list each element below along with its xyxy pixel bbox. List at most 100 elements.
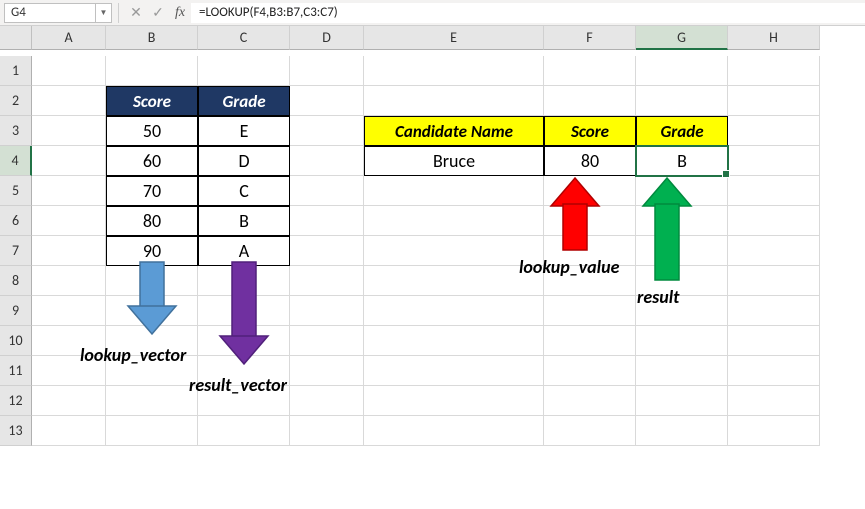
row-head-10[interactable]: 10 bbox=[0, 326, 32, 356]
cell-C12[interactable] bbox=[198, 386, 290, 416]
cell-C11[interactable] bbox=[198, 356, 290, 386]
cell-F8[interactable] bbox=[544, 266, 636, 296]
cell-E4[interactable]: Bruce bbox=[364, 146, 544, 176]
cell-F2[interactable] bbox=[544, 86, 636, 116]
row-head-5[interactable]: 5 bbox=[0, 176, 32, 206]
formula-input[interactable]: =LOOKUP(F4,B3:B7,C3:C7) bbox=[191, 3, 865, 23]
cell-E9[interactable] bbox=[364, 296, 544, 326]
row-head-8[interactable]: 8 bbox=[0, 266, 32, 296]
cell-B8[interactable] bbox=[106, 266, 198, 296]
row-head-13[interactable]: 13 bbox=[0, 416, 32, 446]
cell-E1[interactable] bbox=[364, 56, 544, 86]
cell-H6[interactable] bbox=[728, 206, 820, 236]
cell-G9[interactable] bbox=[636, 296, 728, 326]
cell-A3[interactable] bbox=[32, 116, 106, 146]
col-head-E[interactable]: E bbox=[364, 26, 544, 50]
cell-H2[interactable] bbox=[728, 86, 820, 116]
cell-E8[interactable] bbox=[364, 266, 544, 296]
cell-F10[interactable] bbox=[544, 326, 636, 356]
row-head-1[interactable]: 1 bbox=[0, 56, 32, 86]
cell-G13[interactable] bbox=[636, 416, 728, 446]
cell-A5[interactable] bbox=[32, 176, 106, 206]
cell-H11[interactable] bbox=[728, 356, 820, 386]
cell-A13[interactable] bbox=[32, 416, 106, 446]
row-head-6[interactable]: 6 bbox=[0, 206, 32, 236]
col-head-D[interactable]: D bbox=[290, 26, 364, 50]
cell-E13[interactable] bbox=[364, 416, 544, 446]
name-box-dropdown[interactable]: ▼ bbox=[96, 3, 112, 23]
cell-D4[interactable] bbox=[290, 146, 364, 176]
cell-G8[interactable] bbox=[636, 266, 728, 296]
cell-F9[interactable] bbox=[544, 296, 636, 326]
cell-D2[interactable] bbox=[290, 86, 364, 116]
cell-C1[interactable] bbox=[198, 56, 290, 86]
cell-D1[interactable] bbox=[290, 56, 364, 86]
cell-F7[interactable] bbox=[544, 236, 636, 266]
cell-A12[interactable] bbox=[32, 386, 106, 416]
cell-A2[interactable] bbox=[32, 86, 106, 116]
cell-C4[interactable]: D bbox=[198, 146, 290, 176]
cell-H8[interactable] bbox=[728, 266, 820, 296]
col-head-C[interactable]: C bbox=[198, 26, 290, 50]
cell-A4[interactable] bbox=[32, 146, 106, 176]
cell-F13[interactable] bbox=[544, 416, 636, 446]
cell-D12[interactable] bbox=[290, 386, 364, 416]
cell-D6[interactable] bbox=[290, 206, 364, 236]
cell-B13[interactable] bbox=[106, 416, 198, 446]
row-head-3[interactable]: 3 bbox=[0, 116, 32, 146]
cell-G7[interactable] bbox=[636, 236, 728, 266]
col-head-H[interactable]: H bbox=[728, 26, 820, 50]
cell-E12[interactable] bbox=[364, 386, 544, 416]
cell-G11[interactable] bbox=[636, 356, 728, 386]
cell-A8[interactable] bbox=[32, 266, 106, 296]
cell-C2[interactable]: Grade bbox=[198, 86, 290, 116]
cell-B1[interactable] bbox=[106, 56, 198, 86]
cell-F4[interactable]: 80 bbox=[544, 146, 636, 176]
cell-F6[interactable] bbox=[544, 206, 636, 236]
cell-G1[interactable] bbox=[636, 56, 728, 86]
cell-F12[interactable] bbox=[544, 386, 636, 416]
cell-F11[interactable] bbox=[544, 356, 636, 386]
spreadsheet-grid[interactable]: A B C D E F G H 1 2 Score Grade 3 50 E C… bbox=[0, 26, 865, 446]
cell-B2[interactable]: Score bbox=[106, 86, 198, 116]
cell-G5[interactable] bbox=[636, 176, 728, 206]
cell-H5[interactable] bbox=[728, 176, 820, 206]
row-head-9[interactable]: 9 bbox=[0, 296, 32, 326]
cell-B6[interactable]: 80 bbox=[106, 206, 198, 236]
cell-A1[interactable] bbox=[32, 56, 106, 86]
cell-A7[interactable] bbox=[32, 236, 106, 266]
cell-B4[interactable]: 60 bbox=[106, 146, 198, 176]
cell-B5[interactable]: 70 bbox=[106, 176, 198, 206]
cell-E7[interactable] bbox=[364, 236, 544, 266]
cell-H4[interactable] bbox=[728, 146, 820, 176]
row-head-4[interactable]: 4 bbox=[0, 146, 32, 176]
row-head-11[interactable]: 11 bbox=[0, 356, 32, 386]
cell-G2[interactable] bbox=[636, 86, 728, 116]
cell-F1[interactable] bbox=[544, 56, 636, 86]
cell-E10[interactable] bbox=[364, 326, 544, 356]
cell-C3[interactable]: E bbox=[198, 116, 290, 146]
cell-B11[interactable] bbox=[106, 356, 198, 386]
cell-B7[interactable]: 90 bbox=[106, 236, 198, 266]
cell-H3[interactable] bbox=[728, 116, 820, 146]
cell-D5[interactable] bbox=[290, 176, 364, 206]
cell-A11[interactable] bbox=[32, 356, 106, 386]
cell-C13[interactable] bbox=[198, 416, 290, 446]
col-head-F[interactable]: F bbox=[544, 26, 636, 50]
cell-H12[interactable] bbox=[728, 386, 820, 416]
cell-D11[interactable] bbox=[290, 356, 364, 386]
cell-B3[interactable]: 50 bbox=[106, 116, 198, 146]
cell-E2[interactable] bbox=[364, 86, 544, 116]
cell-E5[interactable] bbox=[364, 176, 544, 206]
cell-D8[interactable] bbox=[290, 266, 364, 296]
cell-A6[interactable] bbox=[32, 206, 106, 236]
cell-A10[interactable] bbox=[32, 326, 106, 356]
row-head-2[interactable]: 2 bbox=[0, 86, 32, 116]
fx-icon[interactable]: fx bbox=[169, 2, 191, 24]
col-head-G[interactable]: G bbox=[636, 26, 728, 50]
cell-G3[interactable]: Grade bbox=[636, 116, 728, 146]
row-head-7[interactable]: 7 bbox=[0, 236, 32, 266]
cell-C7[interactable]: A bbox=[198, 236, 290, 266]
cell-E6[interactable] bbox=[364, 206, 544, 236]
cell-C5[interactable]: C bbox=[198, 176, 290, 206]
